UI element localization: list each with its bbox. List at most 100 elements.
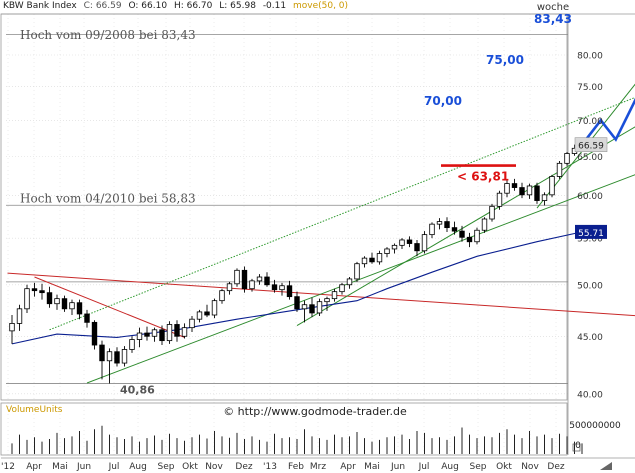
x-tick-label: Dez: [235, 462, 252, 472]
y-tick-label: 50.00: [577, 281, 603, 291]
x-tick-label: Jul: [108, 462, 120, 472]
x-tick-label: Okt: [182, 462, 198, 472]
red-short-downtrend-line: [34, 276, 185, 338]
candlestick: [69, 299, 75, 316]
candlestick: [429, 222, 435, 239]
candlestick: [46, 286, 53, 308]
candlestick: [466, 232, 473, 248]
green-lower-channel-line: [86, 174, 635, 384]
candle-body: [331, 291, 338, 300]
candlestick: [84, 309, 90, 328]
candle-body: [234, 269, 240, 285]
y-tick-label: 55.00: [577, 235, 603, 245]
annotation-high-2010: Hoch vom 04/2010 bei 58,83: [20, 191, 196, 205]
last-price-box: [574, 137, 608, 152]
candle-body: [496, 192, 503, 207]
x-tick-label: Mai: [364, 462, 380, 472]
candle-body: [436, 221, 443, 225]
gridlines: [6, 14, 568, 455]
candlestick: [436, 218, 443, 230]
annotation-high-2008: Hoch vom 09/2008 bei 83,43: [20, 28, 196, 42]
candlestick: [444, 217, 450, 232]
high-value: H: 66.70: [173, 1, 213, 11]
candlestick: [99, 340, 105, 380]
candlestick: [211, 298, 218, 319]
indicator-label: move(50, 0): [292, 1, 349, 11]
candle-body: [481, 218, 488, 231]
candlestick: [61, 295, 68, 312]
candle-body: [466, 236, 473, 243]
candle-body: [541, 194, 548, 201]
green-steepest-line: [536, 83, 635, 209]
candlestick: [406, 236, 413, 248]
candlestick: [9, 315, 15, 344]
candle-body: [391, 244, 398, 250]
candle-body: [421, 234, 428, 252]
price-panel-frame: [0, 13, 568, 401]
candlestick: [324, 296, 330, 311]
chart-header: KBW Bank Index C: 66.59 O: 66.10 H: 66.7…: [0, 0, 635, 14]
y-tick-label: 65.00: [577, 153, 603, 163]
x-tick-label: Dez: [547, 462, 564, 472]
moving-average-line: [11, 231, 583, 345]
x-tick-label: '13: [263, 462, 277, 472]
candlestick: [369, 252, 375, 264]
candlestick: [39, 283, 45, 300]
candlestick: [346, 277, 353, 289]
candle-body: [511, 183, 518, 188]
candle-body: [39, 290, 45, 294]
candlestick: [114, 347, 120, 367]
x-tick-label: Feb: [288, 462, 304, 472]
candle-body: [504, 183, 510, 194]
y-tick-label: 80.00: [577, 52, 603, 62]
candle-body: [159, 329, 165, 342]
candlestick: [384, 247, 390, 258]
candle-body: [256, 276, 263, 282]
timeframe-label: woche: [537, 2, 569, 13]
candle-body: [189, 318, 195, 329]
candle-body: [9, 323, 15, 332]
candlestick: [339, 282, 345, 295]
x-tick-label: '12: [1, 462, 15, 472]
candle-body: [54, 298, 60, 305]
candlestick: [526, 183, 533, 199]
candlestick: [76, 299, 83, 320]
ma-value-box: [575, 224, 607, 239]
candle-body: [46, 292, 53, 305]
candle-body: [181, 327, 188, 337]
candlestick: [166, 321, 173, 344]
candle-body: [129, 339, 135, 350]
candlestick: [241, 266, 248, 293]
candlestick: [376, 250, 383, 265]
candlestick: [301, 300, 308, 323]
y-tick-label: 40.00: [577, 390, 603, 400]
candlestick: [331, 288, 338, 302]
candle-body: [301, 304, 308, 310]
candle-body: [376, 253, 383, 263]
candlestick: [31, 282, 38, 297]
candlestick: [354, 261, 360, 282]
candle-body: [16, 308, 23, 324]
candle-body: [339, 284, 345, 293]
candle-body: [474, 229, 480, 243]
candle-body: [219, 290, 225, 302]
candlestick: [556, 161, 563, 179]
candlestick: [519, 182, 525, 199]
candle-body: [369, 257, 375, 263]
x-tick-label: Mai: [52, 462, 68, 472]
candlestick: [271, 279, 278, 293]
candle-body: [24, 288, 30, 310]
candlestick: [151, 327, 158, 342]
candle-body: [196, 311, 203, 320]
volume-tick-label-zero: 0: [575, 441, 581, 451]
forecast: [441, 97, 635, 167]
candle-body: [406, 239, 413, 244]
candle-body: [519, 187, 525, 196]
candle-body: [144, 332, 150, 337]
candlestick: [316, 298, 323, 317]
candlestick: [534, 182, 540, 204]
candlestick: [234, 268, 240, 287]
candle-body: [69, 302, 75, 310]
candle-body: [399, 239, 405, 246]
candlestick: [174, 320, 180, 342]
